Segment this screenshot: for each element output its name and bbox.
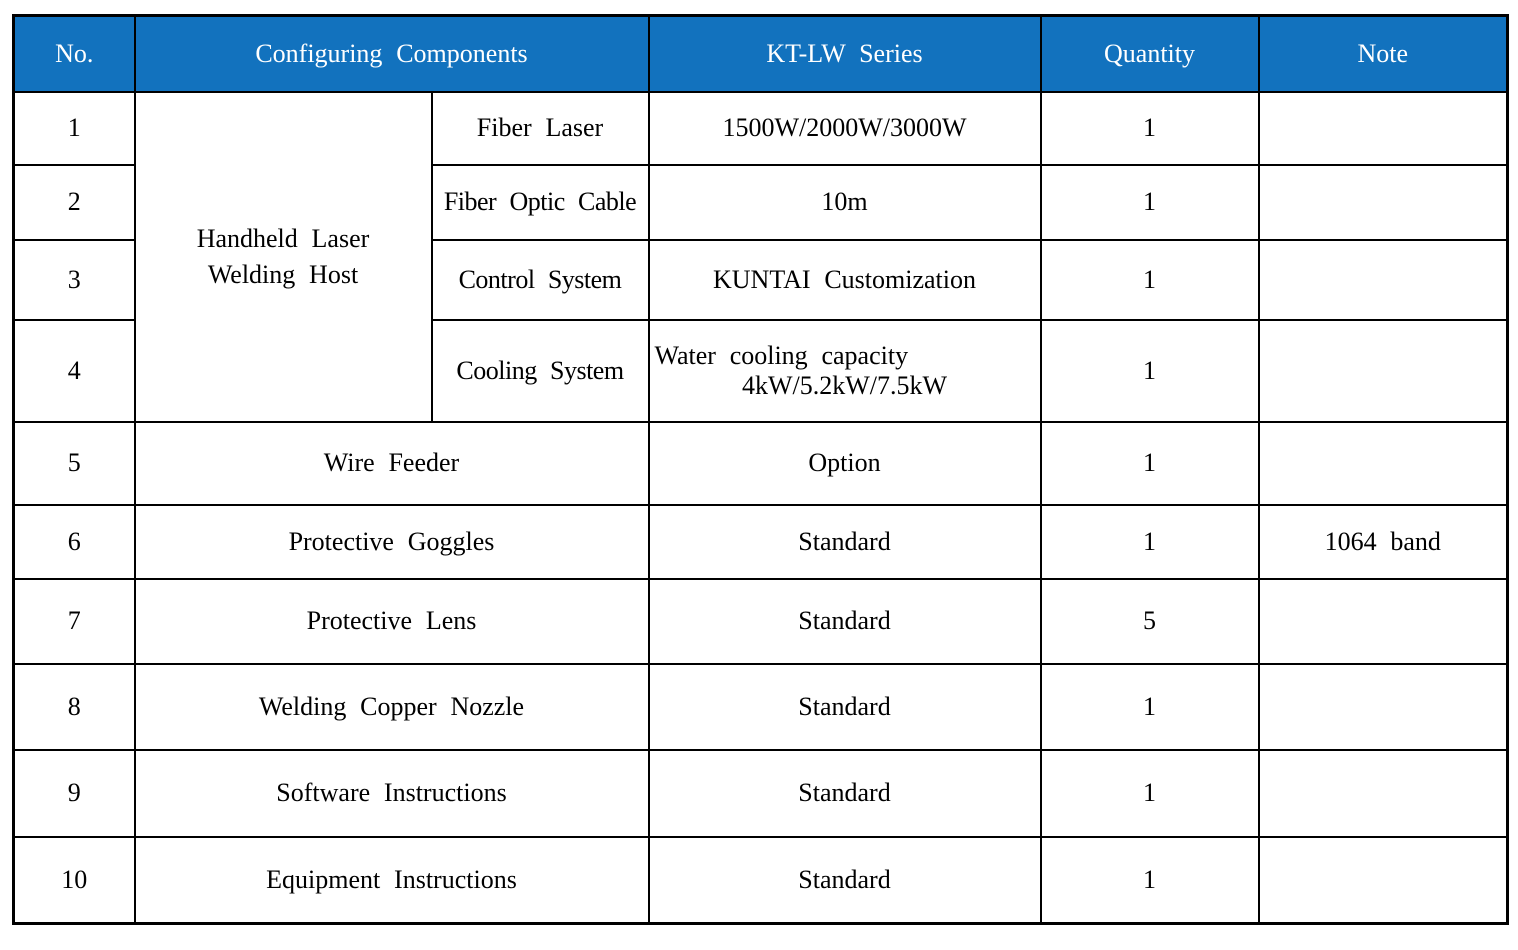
note-cell: 1064 band [1257,503,1509,580]
series-line2: 4kW/5.2kW/7.5kW [741,370,948,400]
header-components: Configuring Components [133,14,650,93]
note-cell [1257,163,1509,241]
table-row: 3 Control System KUNTAI Customization 1 [12,238,1509,321]
note-cell [1257,318,1509,423]
group-label-line1: Handheld Laser [196,224,370,254]
component-cell: Fiber Optic Cable [430,163,650,241]
row-number: 7 [12,577,136,665]
quantity-cell: 1 [1039,163,1260,241]
configuration-table: No. Configuring Components KT-LW Series … [12,14,1509,925]
series-cell: Water cooling capacity 4kW/5.2kW/7.5kW [647,318,1042,423]
series-cell: Standard [647,503,1042,580]
note-cell [1257,748,1509,838]
component-cell: Control System [430,238,650,321]
header-no: No. [12,14,136,93]
component-cell: Fiber Laser [430,90,650,166]
note-cell [1257,577,1509,665]
note-cell [1257,420,1509,506]
note-cell [1257,90,1509,166]
quantity-cell: 1 [1039,503,1260,580]
table-row: 9 Software Instructions Standard 1 [12,748,1509,838]
quantity-cell: 1 [1039,748,1260,838]
table-row: 7 Protective Lens Standard 5 [12,577,1509,665]
quantity-cell: 1 [1039,238,1260,321]
table-row: 4 Cooling System Water cooling capacity … [12,318,1509,423]
header-note: Note [1257,14,1509,93]
component-cell: Protective Goggles [133,503,650,580]
quantity-cell: 1 [1039,835,1260,925]
series-cell: Standard [647,748,1042,838]
table-row: 1 Handheld Laser Welding Host Fiber Lase… [12,90,1509,423]
table-row: 10 Equipment Instructions Standard 1 [12,835,1509,925]
series-cell: 10m [647,163,1042,241]
group-label-handheld-laser-welding-host: Handheld Laser Welding Host [133,90,433,423]
header-quantity: Quantity [1039,14,1260,93]
quantity-cell: 1 [1039,318,1260,423]
component-cell: Protective Lens [133,577,650,665]
component-cell: Welding Copper Nozzle [133,662,650,751]
row-number: 3 [12,238,136,321]
component-cell: Equipment Instructions [133,835,650,925]
row-number: 4 [12,318,136,423]
quantity-cell: 1 [1039,662,1260,751]
row-number: 6 [12,503,136,580]
quantity-cell: 1 [1039,420,1260,506]
note-cell [1257,662,1509,751]
component-cell: Cooling System [430,318,650,423]
series-cell: Standard [647,835,1042,925]
component-cell: Wire Feeder [133,420,650,506]
row-number: 9 [12,748,136,838]
row-number: 10 [12,835,136,925]
table-row: 2 Fiber Optic Cable 10m 1 [12,163,1509,241]
group-label-line2: Welding Host [207,259,359,289]
row-number: 1 [12,90,136,166]
quantity-cell: 1 [1039,90,1260,166]
note-cell [1257,238,1509,321]
row-number: 8 [12,662,136,751]
table-row: 5 Wire Feeder Option 1 [12,420,1509,506]
row-number: 5 [12,420,136,506]
component-cell: Software Instructions [133,748,650,838]
note-cell [1257,835,1509,925]
series-cell: Standard [647,662,1042,751]
header-row: No. Configuring Components KT-LW Series … [12,14,1509,93]
table-row: 6 Protective Goggles Standard 1 1064 ban… [12,503,1509,580]
series-cell: 1500W/2000W/3000W [647,90,1042,166]
row-number: 2 [12,163,136,241]
header-series: KT-LW Series [647,14,1042,93]
series-cell: KUNTAI Customization [647,238,1042,321]
quantity-cell: 5 [1039,577,1260,665]
series-cell: Option [647,420,1042,506]
series-line1: Water cooling capacity [654,340,909,370]
table-row: 8 Welding Copper Nozzle Standard 1 [12,662,1509,751]
series-cell: Standard [647,577,1042,665]
